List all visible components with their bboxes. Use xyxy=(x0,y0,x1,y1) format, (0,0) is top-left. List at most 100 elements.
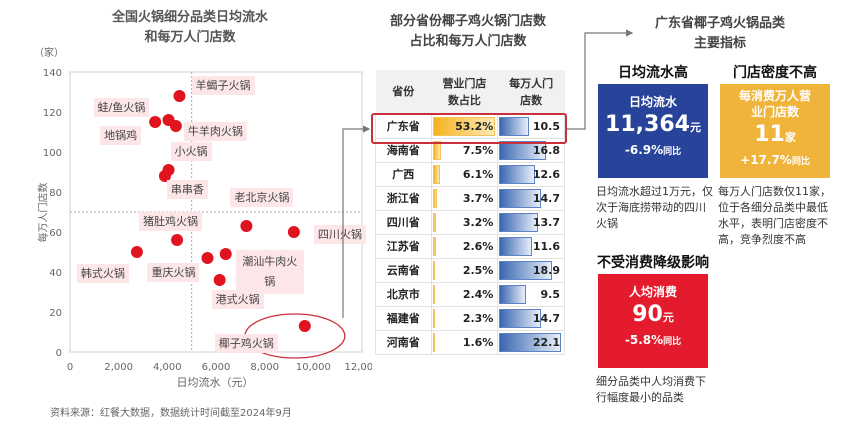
table-title-line1: 部分省份椰子鸡火锅门店数 xyxy=(389,14,546,29)
data-point xyxy=(171,234,184,246)
density-cell: 11.6 xyxy=(497,233,565,259)
share-bar xyxy=(432,260,436,280)
share-bar xyxy=(432,284,436,304)
density-bar xyxy=(499,236,532,256)
share-value: 3.2% xyxy=(462,215,494,229)
density-cell: 14.7 xyxy=(497,185,565,211)
highlight-row-frame xyxy=(371,113,567,144)
metric-head: 人均消费 xyxy=(628,285,677,299)
density-cell: 10.5 xyxy=(497,113,565,139)
point-label: 羊蝎子火锅 xyxy=(191,76,255,95)
share-cell: 2.5% xyxy=(430,257,499,283)
data-point xyxy=(219,248,232,260)
header-share: 营业门店数占比 xyxy=(431,70,498,114)
table-row: 江苏省 2.6% 11.6 xyxy=(375,233,565,259)
card-note: 细分品类中人均消费下行幅度最小的品类 xyxy=(596,375,706,404)
point-label: 港式火锅 xyxy=(211,290,264,309)
share-cell: 2.6% xyxy=(430,233,499,259)
metric-change: +17.7% xyxy=(740,153,792,167)
scatter-chart: 0 2,000 4,000 6,000 8,000 10,000 12,000 0 20 40 60… xyxy=(43,68,372,373)
header-province: 省份 xyxy=(375,70,432,114)
point-label: 老北京火锅 xyxy=(230,188,294,207)
x-tick-label: 2,000 xyxy=(104,362,133,373)
share-value: 1.6% xyxy=(462,335,494,349)
province-cell: 四川省 xyxy=(375,209,432,235)
card-subtitle: 不受消费降级影响 xyxy=(597,255,709,271)
x-tick-label: 4,000 xyxy=(153,362,182,373)
point-label: 潮汕牛肉火锅 xyxy=(235,250,304,294)
card-note: 每万人门店数仅11家，位于各细分品类中最低水平，表明门店密度不高，竞争烈度不高 xyxy=(718,185,831,246)
table-row: 四川省 3.2% 13.7 xyxy=(375,209,565,235)
province-cell: 河南省 xyxy=(375,329,432,355)
share-value: 53.2% xyxy=(455,119,494,133)
point-label: 猪肚鸡火锅 xyxy=(139,212,203,231)
metric-change: -5.8% xyxy=(624,333,664,347)
metric-value-line: 90元 xyxy=(598,300,708,333)
table-row: 广东省 53.2% 10.5 xyxy=(375,113,565,139)
share-bar xyxy=(432,236,436,256)
density-cell: 18.9 xyxy=(497,257,565,283)
metric-value: 90 xyxy=(632,302,663,327)
density-value: 10.5 xyxy=(532,119,560,133)
share-bar xyxy=(432,116,495,136)
density-value: 11.6 xyxy=(532,239,560,253)
density-bar xyxy=(499,164,535,184)
density-value: 18.9 xyxy=(532,263,560,277)
data-point xyxy=(201,252,214,264)
share-bar xyxy=(432,164,440,184)
share-bar xyxy=(432,332,435,352)
density-value: 22.1 xyxy=(532,335,560,349)
metric-card: 人均消费 90元 -5.8%同比 xyxy=(598,274,708,368)
share-cell: 6.1% xyxy=(430,161,499,187)
share-value: 3.7% xyxy=(462,191,494,205)
table-row: 北京市 2.4% 9.5 xyxy=(375,281,565,307)
density-bar xyxy=(499,308,541,328)
metric-value-line: 11家 xyxy=(720,120,830,153)
data-point xyxy=(130,246,143,258)
density-cell: 12.6 xyxy=(497,161,565,187)
point-label: 小火锅 xyxy=(170,142,212,161)
density-value: 13.7 xyxy=(532,215,560,229)
density-bar xyxy=(499,332,562,352)
share-value: 7.5% xyxy=(462,143,494,157)
data-point xyxy=(298,320,311,332)
density-value: 14.7 xyxy=(532,191,560,205)
share-value: 6.1% xyxy=(462,167,494,181)
point-label: 地锅鸡 xyxy=(100,126,142,145)
y-unit: （家） xyxy=(34,48,64,59)
density-value: 14.7 xyxy=(532,311,560,325)
share-cell: 53.2% xyxy=(430,113,499,139)
right-title-line1: 广东省椰子鸡火锅品类 xyxy=(654,16,785,31)
data-point xyxy=(287,226,300,238)
data-point xyxy=(240,220,253,232)
point-label: 蛙/鱼火锅 xyxy=(93,98,150,117)
card-subtitle: 日均流水高 xyxy=(618,65,688,81)
point-label: 椰子鸡火锅 xyxy=(214,334,278,353)
header-density: 每万人门店数 xyxy=(497,70,565,114)
share-bar xyxy=(432,212,437,232)
density-value: 12.6 xyxy=(532,167,560,181)
right-title-line2: 主要指标 xyxy=(693,36,746,51)
data-point xyxy=(158,170,171,182)
metric-change-suffix: 同比 xyxy=(791,157,810,167)
chart-title-line1: 全国火锅细分品类日均流水 xyxy=(111,10,268,25)
metric-card: 日均流水 11,364元 -6.9%同比 xyxy=(598,84,708,178)
table-title-line2: 占比和每万人门店数 xyxy=(409,34,527,49)
x-tick-label: 6,000 xyxy=(202,362,231,373)
density-bar xyxy=(499,140,547,160)
share-value: 2.6% xyxy=(462,239,494,253)
point-label: 重庆火锅 xyxy=(147,263,200,282)
x-tick-label: 8,000 xyxy=(250,362,279,373)
point-label: 四川火锅 xyxy=(313,225,366,244)
y-tick-label: 20 xyxy=(49,308,62,319)
metric-change-line: +17.7%同比 xyxy=(720,153,830,167)
table-row: 河南省 1.6% 22.1 xyxy=(375,329,565,355)
density-cell: 14.7 xyxy=(497,305,565,331)
metric-change-suffix: 同比 xyxy=(663,337,682,347)
x-axis-label: 日均流水（元） xyxy=(176,376,254,389)
metric-card: 每消费万人营业门店数 11家 +17.7%同比 xyxy=(720,84,830,178)
share-cell: 1.6% xyxy=(430,329,499,355)
x-tick-label: 10,000 xyxy=(296,362,331,373)
share-value: 2.5% xyxy=(462,263,494,277)
